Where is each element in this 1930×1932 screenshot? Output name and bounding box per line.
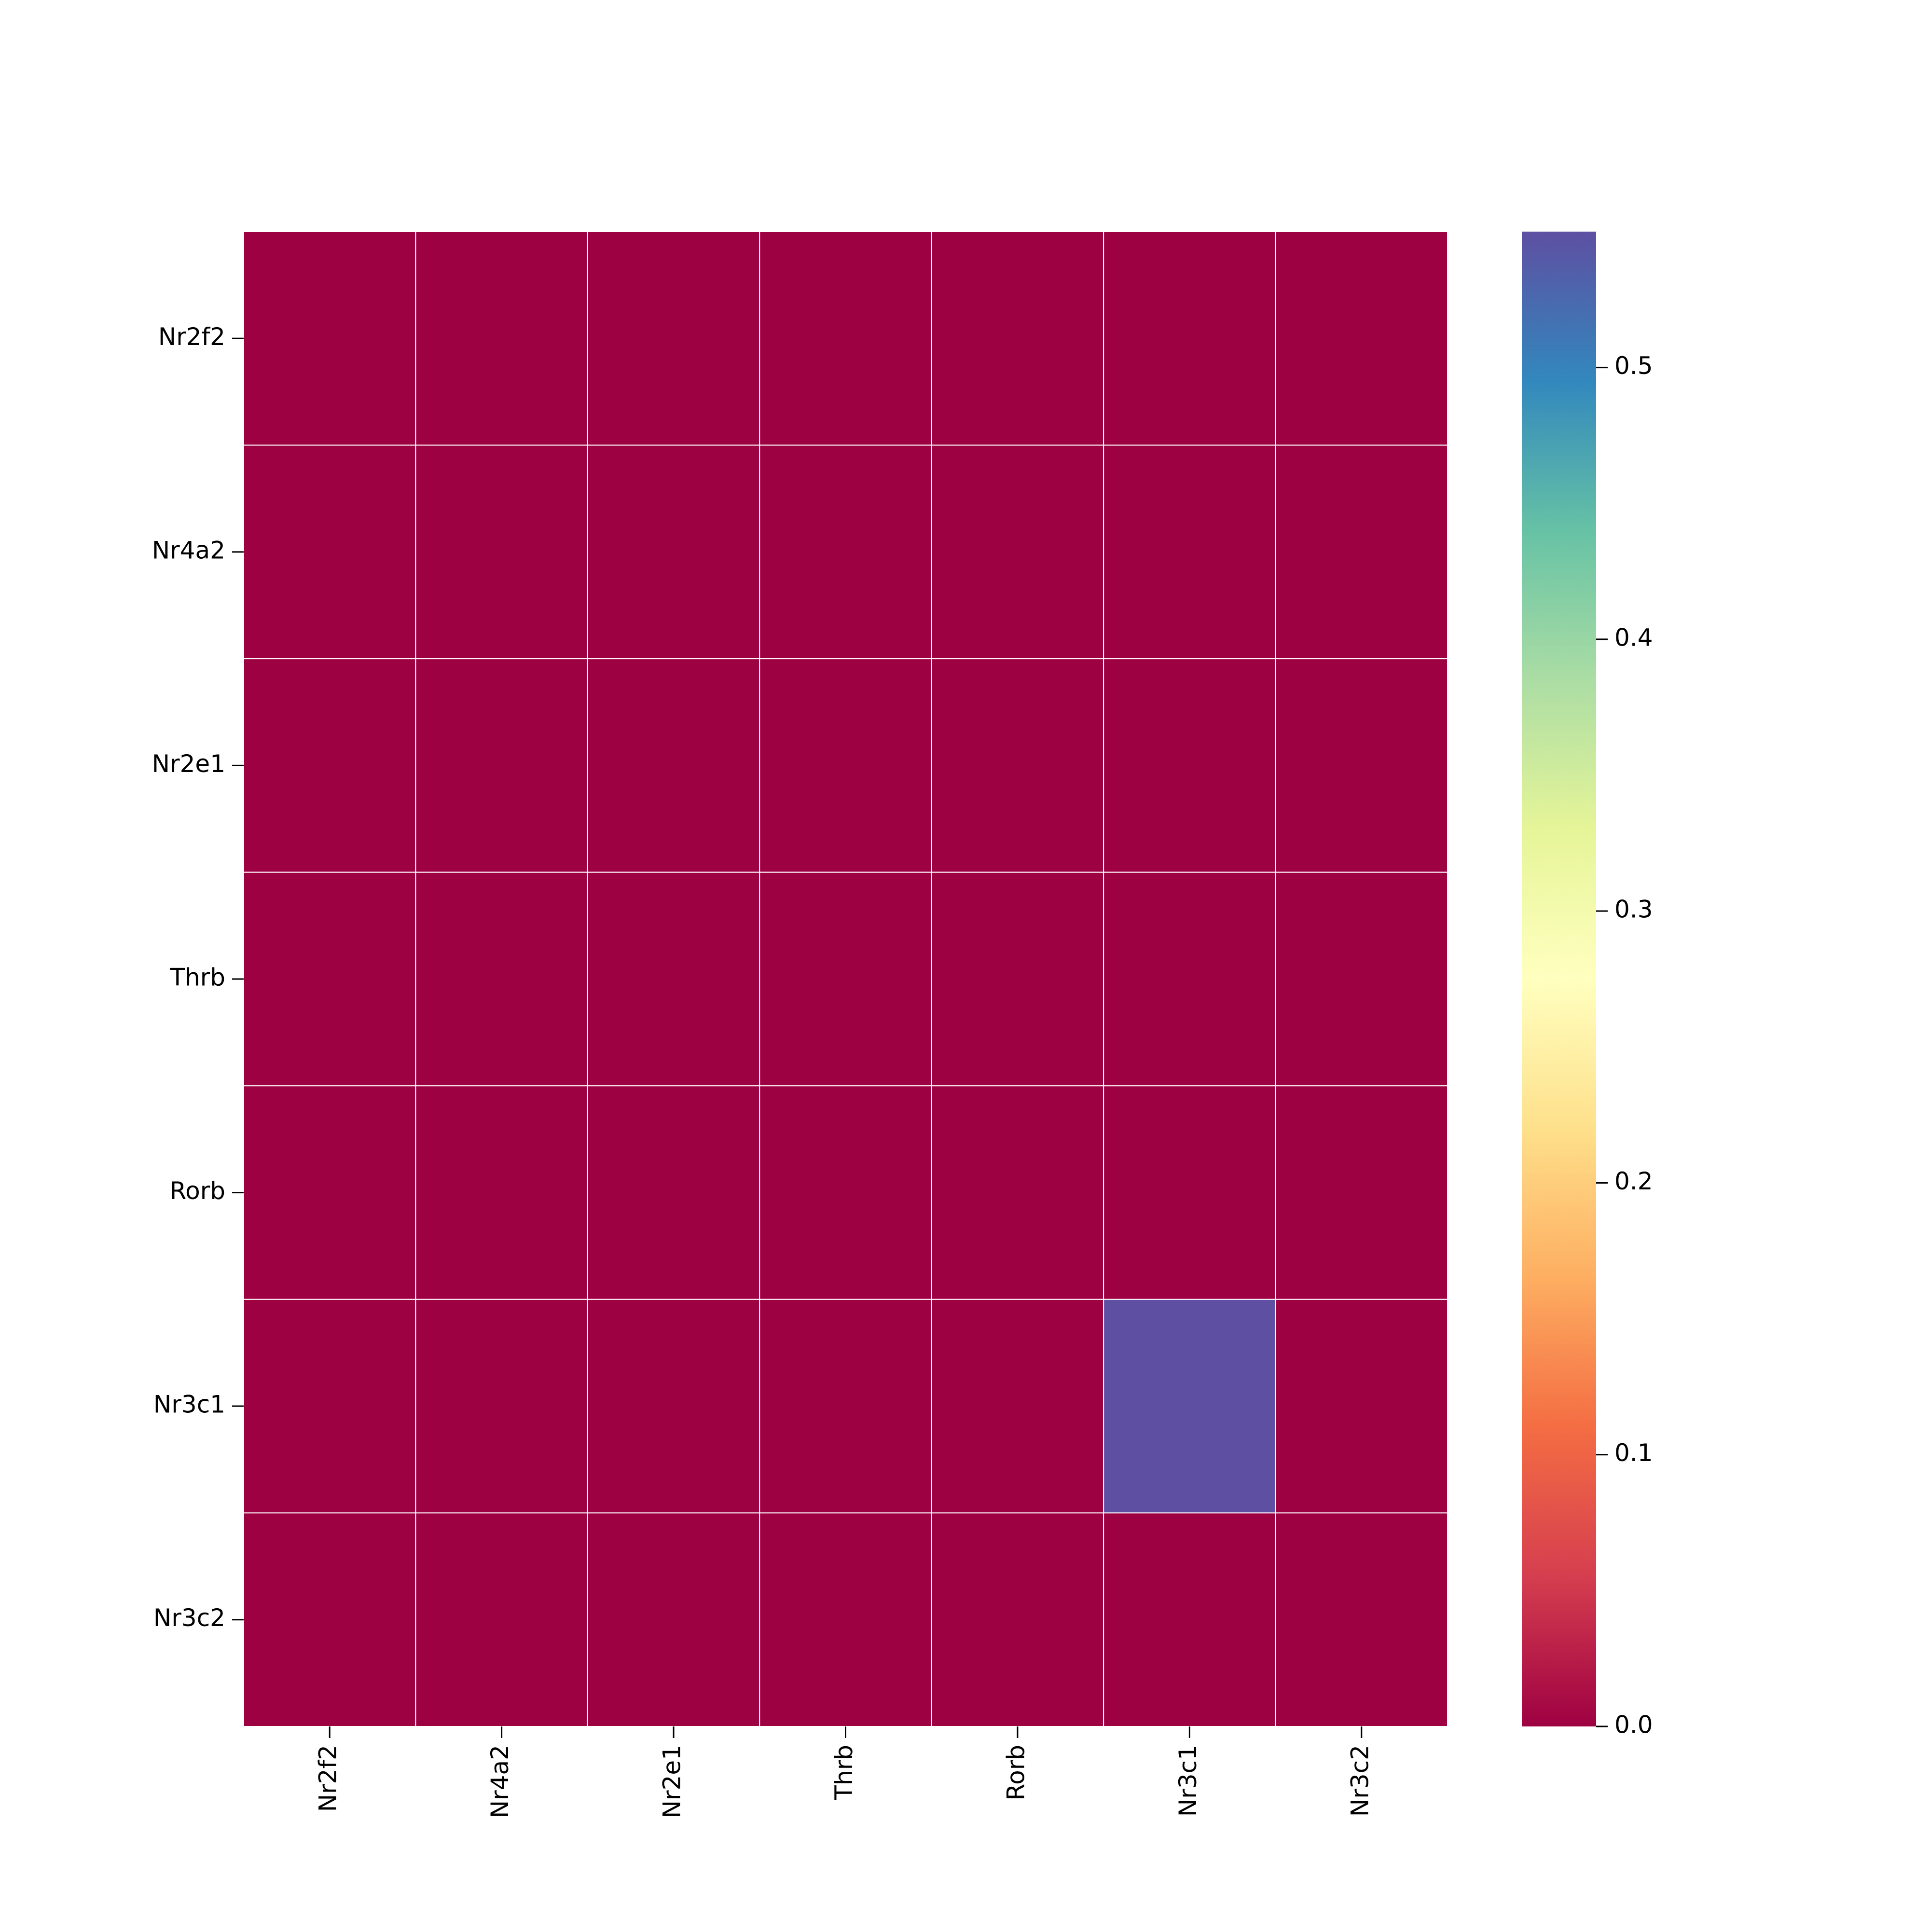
colorbar-tick-label: 0.3 [1614,896,1653,924]
heatmap-cell-Nr2e1-Rorb [931,658,1104,873]
colorbar-tick-label: 0.5 [1614,352,1653,380]
colorbar-tick-label: 0.4 [1614,623,1653,651]
y-tick-label: Nr4a2 [152,536,225,564]
heatmap-cell-Nr2e1-Nr3c1 [1103,658,1276,873]
x-tick-label: Nr3c2 [1346,1745,1374,1817]
heatmap-cell-Nr2f2-Thrb [759,231,932,446]
heatmap-cell-Nr4a2-Nr2e1 [587,444,760,660]
heatmap-cell-Nr3c2-Rorb [931,1512,1104,1727]
y-tick-label: Nr2e1 [152,750,225,778]
heatmap-cell-Nr3c1-Nr3c1 [1103,1298,1276,1514]
heatmap-cell-Thrb-Nr2e1 [587,871,760,1087]
y-tick-label: Nr3c1 [153,1391,225,1419]
heatmap-cell-Nr4a2-Nr2f2 [243,444,416,660]
heatmap-cell-Nr2f2-Nr3c2 [1275,231,1448,446]
heatmap-cell-Nr3c2-Nr2e1 [587,1512,760,1727]
colorbar-tick-label: 0.0 [1614,1711,1653,1739]
x-axis-ticks: Nr2f2 Nr4a2 Nr2e1 Thrb Rorb Nr3c1 Nr3c2 [314,1726,1374,1818]
heatmap-cell-Nr3c1-Nr2e1 [587,1298,760,1514]
heatmap-cell-Thrb-Nr3c2 [1275,871,1448,1087]
heatmap-cell-Nr3c2-Thrb [759,1512,932,1727]
heatmap-cell-Rorb-Nr3c1 [1103,1085,1276,1300]
heatmap-cell-Nr4a2-Thrb [759,444,932,660]
heatmap-cells [243,231,1448,1727]
x-tick-label: Thrb [830,1745,858,1801]
heatmap-cell-Nr3c2-Nr4a2 [415,1512,588,1727]
heatmap-cell-Nr2e1-Thrb [759,658,932,873]
heatmap-cell-Nr3c1-Thrb [759,1298,932,1514]
colorbar-ticks: 0.0 0.1 0.2 0.3 0.4 0.5 [1596,352,1653,1739]
x-tick-label: Rorb [1002,1745,1030,1800]
heatmap-cell-Nr4a2-Nr3c2 [1275,444,1448,660]
heatmap-cell-Nr2f2-Nr4a2 [415,231,588,446]
colorbar-tick-label: 0.2 [1614,1167,1653,1195]
heatmap-cell-Nr4a2-Rorb [931,444,1104,660]
heatmap-cell-Thrb-Nr3c1 [1103,871,1276,1087]
heatmap-cell-Rorb-Nr2f2 [243,1085,416,1300]
heatmap-cell-Rorb-Rorb [931,1085,1104,1300]
heatmap-cell-Rorb-Nr2e1 [587,1085,760,1300]
heatmap-cell-Nr2f2-Nr3c1 [1103,231,1276,446]
heatmap-cell-Nr2e1-Nr2e1 [587,658,760,873]
y-tick-label: Nr2f2 [158,323,225,351]
y-tick-label: Rorb [170,1177,225,1205]
heatmap-cell-Nr2e1-Nr2f2 [243,658,416,873]
x-tick-label: Nr2e1 [658,1745,686,1818]
heatmap-cell-Nr4a2-Nr3c1 [1103,444,1276,660]
heatmap-cell-Rorb-Nr3c2 [1275,1085,1448,1300]
heatmap-cell-Rorb-Nr4a2 [415,1085,588,1300]
y-tick-label: Thrb [169,964,225,992]
heatmap-cell-Nr4a2-Nr4a2 [415,444,588,660]
heatmap-cell-Nr3c2-Nr2f2 [243,1512,416,1727]
heatmap-cell-Nr2f2-Nr2e1 [587,231,760,446]
heatmap-cell-Thrb-Rorb [931,871,1104,1087]
heatmap-cell-Nr3c1-Nr2f2 [243,1298,416,1514]
heatmap-cell-Thrb-Nr4a2 [415,871,588,1087]
heatmap-cell-Nr3c1-Nr3c2 [1275,1298,1448,1514]
y-tick-label: Nr3c2 [153,1604,225,1632]
y-axis-ticks: Nr2f2 Nr4a2 Nr2e1 Thrb Rorb Nr3c1 Nr3c2 [152,323,244,1632]
heatmap-cell-Nr3c2-Nr3c1 [1103,1512,1276,1727]
x-tick-label: Nr4a2 [486,1745,514,1818]
heatmap-cell-Nr3c1-Rorb [931,1298,1104,1514]
heatmap-cell-Nr2e1-Nr3c2 [1275,658,1448,873]
heatmap-cell-Nr3c2-Nr3c2 [1275,1512,1448,1727]
heatmap-cell-Nr2e1-Nr4a2 [415,658,588,873]
heatmap-cell-Nr3c1-Nr4a2 [415,1298,588,1514]
x-tick-label: Nr2f2 [314,1745,342,1812]
heatmap-cell-Thrb-Nr2f2 [243,871,416,1087]
x-tick-label: Nr3c1 [1174,1745,1202,1817]
colorbar [1522,232,1596,1726]
heatmap-cell-Nr2f2-Nr2f2 [243,231,416,446]
heatmap-cell-Thrb-Thrb [759,871,932,1087]
colorbar-tick-label: 0.1 [1614,1439,1653,1467]
heatmap-cell-Nr2f2-Rorb [931,231,1104,446]
heatmap-cell-Rorb-Thrb [759,1085,932,1300]
